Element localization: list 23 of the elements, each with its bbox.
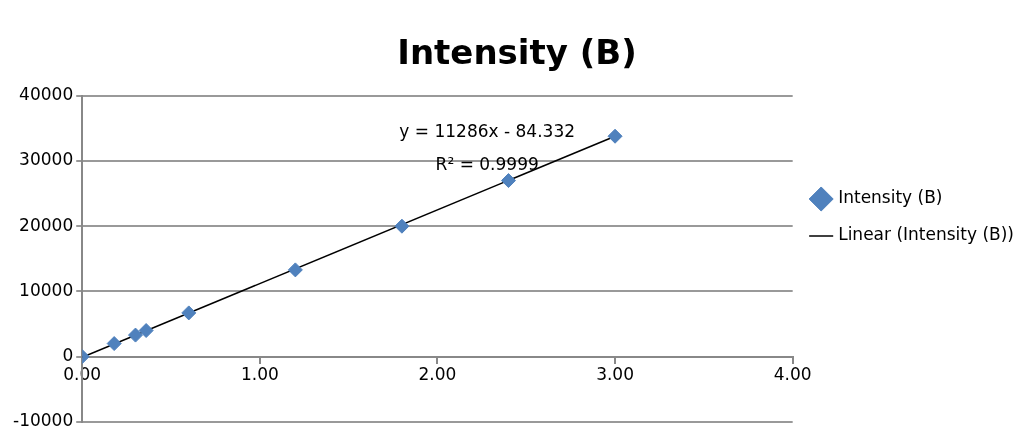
y-tick-label: 20000 [19,214,74,235]
annotation: y = 11286x - 84.332 [399,121,576,142]
legend-label: Intensity (B) [838,187,943,208]
y-tick-label: -10000 [13,410,74,431]
y-tick-label: 0 [62,345,74,366]
x-tick-label: 3.00 [596,364,634,385]
point [106,336,122,352]
x-tick-label: 4.00 [773,364,812,385]
point [500,173,516,189]
point [128,327,143,343]
legend-label: Linear (Intensity (B)) [838,224,1014,245]
point [181,305,197,321]
y-tick-label: 30000 [19,149,74,170]
point [394,218,410,234]
point [607,128,623,144]
point [138,323,154,339]
chart-title: Intensity (B) [397,32,637,73]
y-tick-label: 40000 [19,84,74,105]
annotation: R² = 0.9999 [435,154,539,175]
point [287,262,303,278]
y-tick-label: 10000 [19,279,74,300]
x-tick-label: 1.00 [240,364,279,385]
x-tick-label: 2.00 [418,364,457,385]
